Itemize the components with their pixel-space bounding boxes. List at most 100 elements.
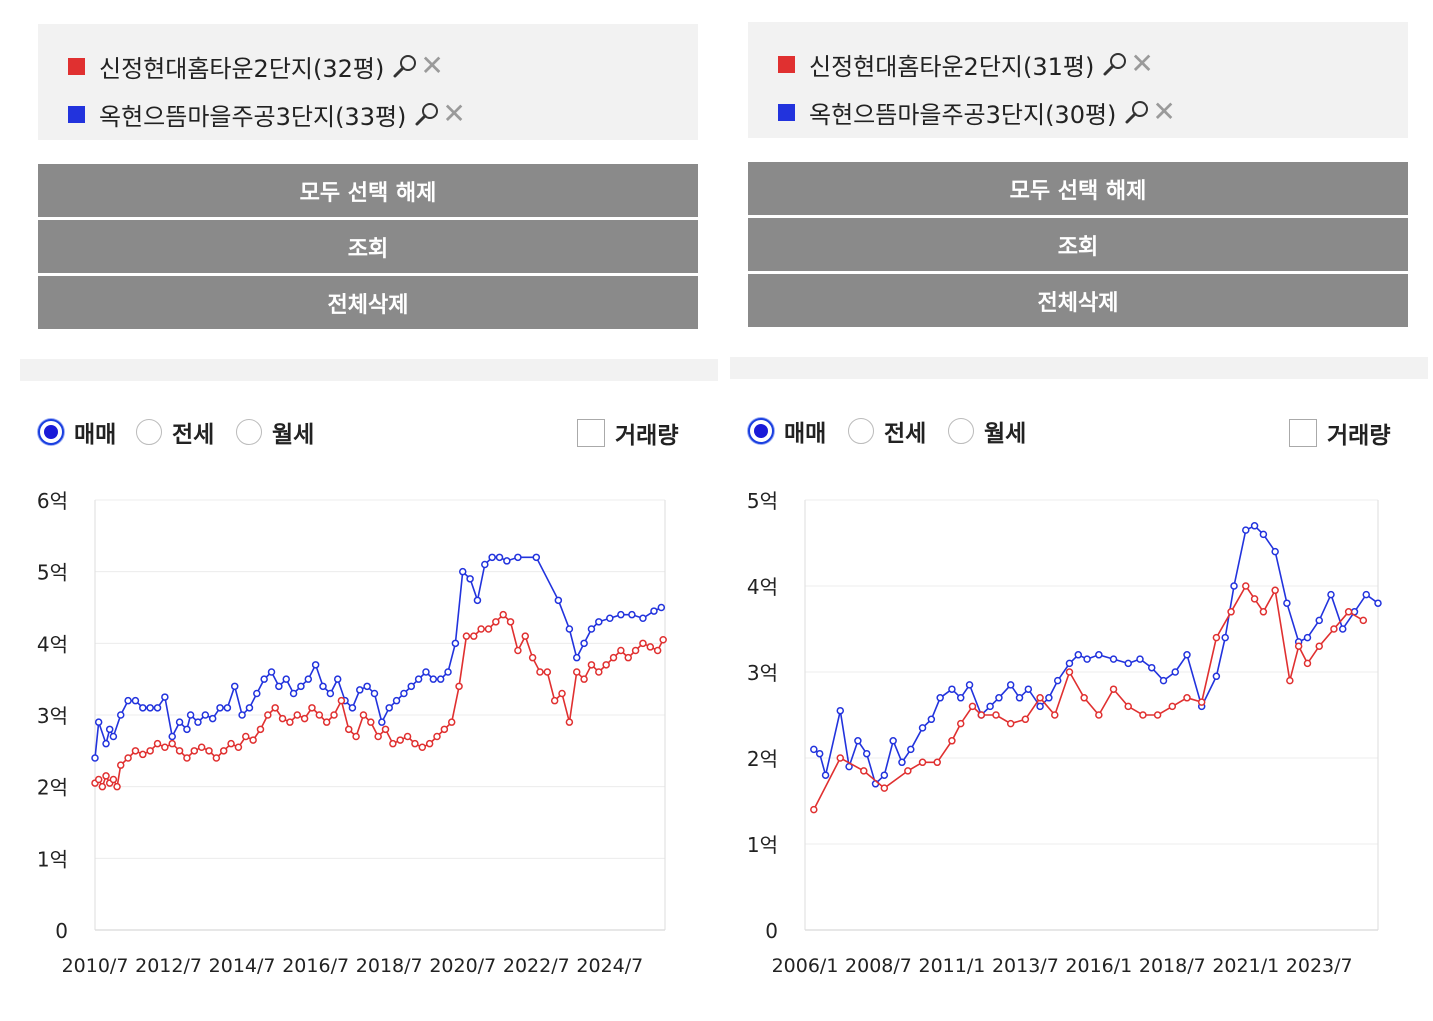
data-point — [1271, 586, 1279, 595]
volume-checkbox[interactable]: 거래량 — [1289, 416, 1390, 450]
legend-label: 옥현으뜸마을주공3단지(30평) — [809, 100, 1117, 129]
radio-sale[interactable]: 매매 — [38, 415, 116, 449]
y-tick-label: 3억 — [747, 661, 778, 685]
data-point — [216, 704, 224, 712]
y-tick-label: 4억 — [37, 632, 68, 656]
checkbox[interactable] — [577, 419, 605, 447]
search-button[interactable]: 조회 — [748, 218, 1408, 271]
data-point — [249, 736, 257, 744]
radio-jeonse[interactable]: 전세 — [848, 414, 926, 448]
data-point — [378, 718, 386, 726]
magnifier-icon[interactable] — [1124, 99, 1150, 125]
data-point — [186, 711, 195, 719]
radio-sale[interactable]: 매매 — [748, 414, 826, 448]
data-point — [297, 682, 305, 691]
data-point — [532, 553, 541, 562]
checkbox[interactable] — [1289, 419, 1317, 447]
x-tick-label: 2022/7 — [503, 955, 570, 977]
data-point — [293, 711, 302, 719]
data-point — [308, 704, 316, 712]
volume-checkbox[interactable]: 거래량 — [577, 416, 678, 450]
data-point — [389, 739, 397, 748]
data-point — [659, 636, 667, 644]
data-point — [212, 754, 221, 762]
data-point — [264, 711, 272, 719]
data-point — [617, 610, 625, 619]
data-point — [311, 661, 320, 669]
data-point — [1250, 522, 1259, 530]
legend-item-red: 신정현대홈타운2단지(31평) ✕ — [778, 47, 1154, 81]
magnifier-icon[interactable] — [392, 53, 418, 79]
close-icon[interactable]: ✕ — [442, 97, 466, 130]
data-point — [854, 737, 862, 745]
data-point — [477, 625, 485, 633]
data-point — [425, 739, 434, 748]
data-point — [1109, 685, 1118, 693]
search-button[interactable]: 조회 — [38, 220, 698, 273]
data-point — [381, 725, 390, 734]
data-point — [1021, 715, 1030, 724]
y-tick-label: 5억 — [37, 561, 68, 585]
data-point — [1153, 711, 1162, 719]
comparison-panel-left: 신정현대홈타운2단지(32평) ✕ 옥현으뜸마을주공3단지(33평) ✕ 모두 … — [20, 0, 730, 1021]
radio-button[interactable] — [136, 419, 162, 445]
data-point — [1183, 694, 1191, 702]
data-point — [1095, 651, 1103, 659]
data-point — [572, 668, 581, 676]
radio-jeonse[interactable]: 전세 — [136, 415, 214, 449]
data-point — [836, 706, 845, 715]
data-point — [880, 771, 889, 779]
delete-all-button[interactable]: 전체삭제 — [748, 274, 1408, 327]
data-point — [948, 685, 956, 693]
data-point — [422, 668, 430, 676]
data-point — [1109, 655, 1118, 663]
radio-monthly[interactable]: 월세 — [948, 414, 1026, 448]
magnifier-icon[interactable] — [414, 101, 440, 127]
data-point — [617, 646, 625, 655]
data-point — [1315, 616, 1323, 625]
radio-button[interactable] — [948, 418, 974, 444]
magnifier-icon[interactable] — [1102, 51, 1128, 77]
radio-monthly[interactable]: 월세 — [236, 415, 314, 449]
data-point — [1259, 608, 1268, 616]
data-point — [836, 754, 845, 762]
close-icon[interactable]: ✕ — [420, 49, 444, 82]
delete-all-button[interactable]: 전체삭제 — [38, 276, 698, 329]
data-point — [918, 758, 927, 767]
data-point — [116, 711, 125, 719]
data-point — [275, 682, 283, 691]
x-tick-label: 2020/7 — [429, 955, 496, 977]
data-point — [536, 668, 544, 676]
y-tick-label: 2억 — [747, 747, 778, 771]
close-icon[interactable]: ✕ — [1152, 95, 1176, 128]
radio-button[interactable] — [848, 418, 874, 444]
radio-button-selected[interactable] — [748, 418, 774, 444]
radio-button-selected[interactable] — [38, 419, 64, 445]
y-tick-label: 2억 — [37, 776, 68, 800]
data-point — [433, 732, 441, 741]
data-point — [124, 754, 132, 762]
data-point — [271, 704, 279, 712]
data-point — [936, 694, 944, 702]
x-tick-label: 2021/1 — [1212, 955, 1279, 977]
deselect-all-button[interactable]: 모두 선택 해제 — [748, 162, 1408, 215]
comparison-panel-right: 신정현대홈타운2단지(31평) ✕ 옥현으뜸마을주공3단지(30평) ✕ 모두 … — [730, 0, 1433, 1021]
data-point — [447, 718, 456, 726]
deselect-all-button[interactable]: 모두 선택 해제 — [38, 164, 698, 217]
data-point — [492, 618, 500, 626]
close-icon[interactable]: ✕ — [1130, 47, 1154, 80]
x-tick-label: 2018/7 — [356, 955, 423, 977]
data-point — [352, 732, 360, 741]
data-point — [1051, 711, 1059, 719]
data-point — [1045, 694, 1053, 702]
legend-label: 신정현대홈타운2단지(32평) — [99, 54, 385, 83]
data-point — [102, 739, 110, 748]
radio-button[interactable] — [236, 419, 262, 445]
data-point — [429, 675, 438, 683]
data-point — [580, 639, 588, 648]
data-point — [359, 711, 368, 719]
x-tick-label: 2008/7 — [845, 955, 912, 977]
data-point — [956, 719, 965, 728]
data-point — [550, 696, 559, 705]
x-tick-label: 2024/7 — [576, 955, 643, 977]
